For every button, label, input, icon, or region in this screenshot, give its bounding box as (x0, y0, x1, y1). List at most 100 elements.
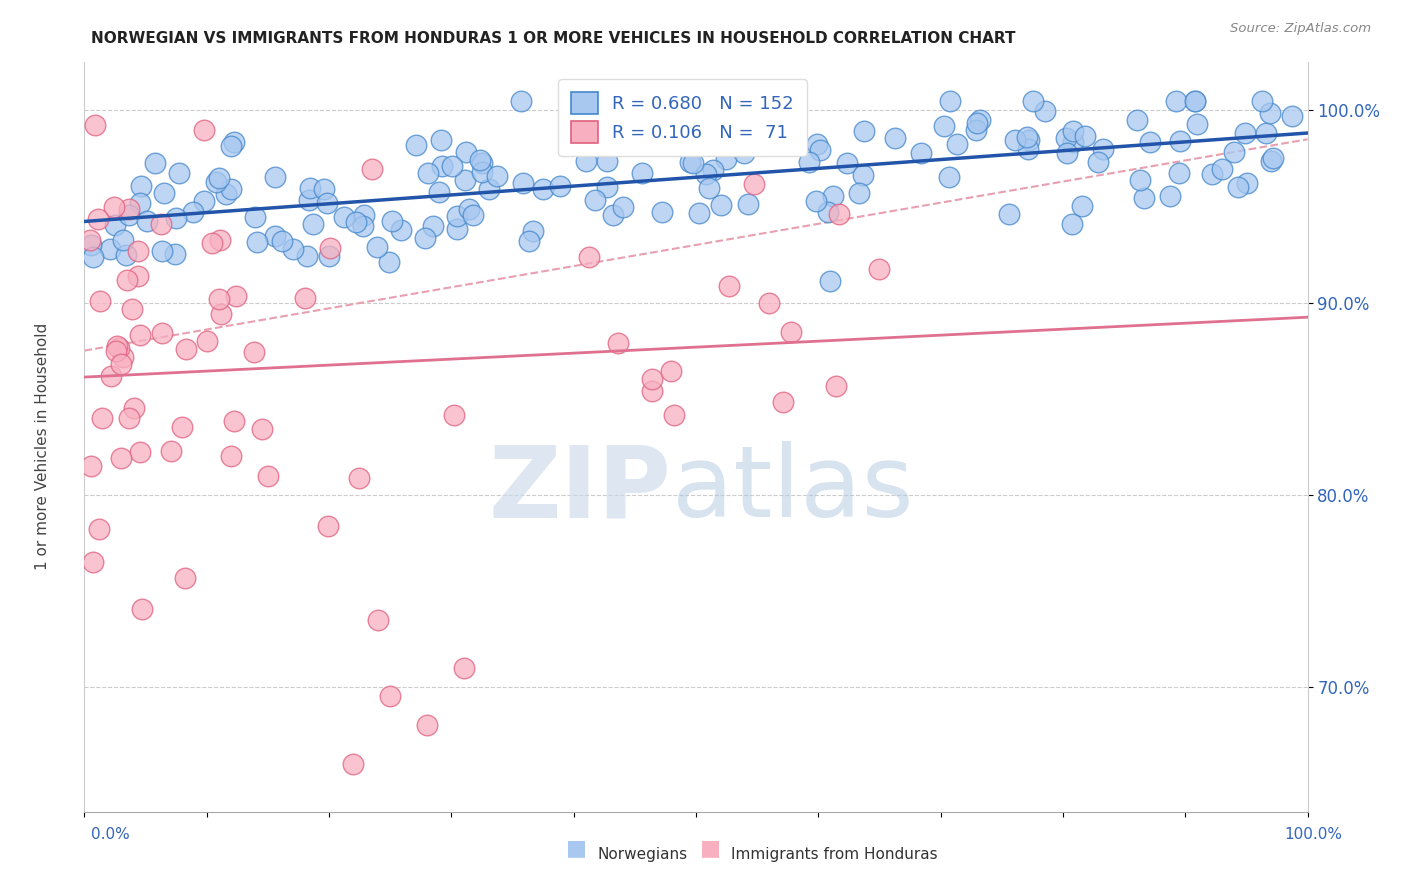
Point (1234, 126, 1257, 140)
Text: ■: ■ (700, 838, 720, 858)
Point (128, 445, 150, 459)
Point (405, 138, 427, 153)
Point (1260, 106, 1282, 120)
Point (1133, 191, 1156, 205)
Point (946, 136, 969, 151)
Point (1017, 143, 1039, 157)
Point (225, 289, 247, 303)
Point (678, 132, 700, 146)
Point (797, 154, 820, 169)
Point (478, 182, 501, 196)
Text: atlas: atlas (672, 441, 912, 538)
Point (772, 395, 794, 409)
Point (759, 94, 782, 108)
Point (965, 123, 987, 137)
Point (659, 364, 682, 378)
Point (222, 135, 245, 149)
Point (145, 156, 167, 170)
Point (517, 234, 540, 248)
Point (87, 522, 110, 536)
Point (353, 208, 375, 222)
Point (215, 186, 238, 201)
Point (389, 223, 412, 237)
Point (457, 202, 479, 216)
Point (150, 326, 173, 340)
Point (333, 211, 356, 225)
Point (821, 189, 844, 203)
Text: Source: ZipAtlas.com: Source: ZipAtlas.com (1230, 22, 1371, 36)
Point (211, 307, 233, 321)
Point (1201, 167, 1223, 181)
Point (596, 180, 619, 194)
Point (314, 182, 336, 196)
Point (938, 170, 960, 185)
Point (471, 155, 494, 169)
Point (264, 228, 287, 243)
Point (486, 169, 509, 184)
Point (603, 94, 626, 108)
Point (250, 422, 273, 436)
Point (548, 178, 571, 193)
Point (966, 115, 988, 129)
Point (1254, 126, 1277, 140)
Point (295, 249, 318, 263)
Point (939, 94, 962, 108)
Point (111, 351, 134, 365)
Point (104, 343, 127, 358)
Point (160, 444, 183, 458)
Point (165, 211, 187, 226)
Point (416, 718, 439, 732)
Point (1166, 94, 1188, 108)
Point (454, 145, 477, 160)
Point (91, 411, 114, 425)
Point (80, 459, 103, 474)
Point (270, 234, 292, 248)
Point (115, 273, 138, 287)
Point (1170, 134, 1192, 148)
Point (824, 379, 846, 393)
Point (124, 401, 146, 415)
Point (89, 293, 111, 308)
Point (742, 177, 765, 191)
Point (596, 153, 619, 168)
Point (1054, 130, 1077, 145)
Point (422, 219, 444, 234)
Point (87, 211, 110, 226)
Point (934, 120, 956, 134)
Text: NORWEGIAN VS IMMIGRANTS FROM HONDURAS 1 OR MORE VEHICLES IN HOUSEHOLD CORRELATIO: NORWEGIAN VS IMMIGRANTS FROM HONDURAS 1 … (91, 31, 1017, 46)
Legend: R = 0.680   N = 152, R = 0.106   N =  71: R = 0.680 N = 152, R = 0.106 N = 71 (558, 79, 807, 155)
Text: Immigrants from Honduras: Immigrants from Honduras (731, 847, 938, 862)
Point (1250, 94, 1272, 108)
Point (716, 153, 738, 167)
Point (131, 601, 153, 615)
Point (429, 133, 451, 147)
Point (121, 301, 143, 316)
Point (1062, 135, 1084, 149)
Point (118, 410, 141, 425)
Point (82, 555, 104, 569)
Point (243, 210, 266, 224)
Point (318, 249, 340, 263)
Point (128, 196, 150, 211)
Point (380, 690, 402, 704)
Point (651, 205, 673, 219)
Point (219, 450, 242, 464)
Point (110, 357, 132, 371)
Point (1281, 109, 1303, 123)
Point (1004, 133, 1026, 147)
Point (301, 217, 323, 231)
Point (1033, 103, 1056, 118)
Point (852, 169, 875, 183)
Point (209, 233, 232, 247)
Point (641, 372, 664, 386)
Point (242, 344, 264, 359)
Point (316, 196, 339, 211)
Point (835, 156, 858, 170)
Point (1139, 135, 1161, 149)
Point (806, 137, 828, 152)
Point (758, 296, 780, 310)
Point (631, 166, 654, 180)
Point (193, 123, 215, 137)
Point (1260, 154, 1282, 169)
Point (804, 194, 827, 208)
